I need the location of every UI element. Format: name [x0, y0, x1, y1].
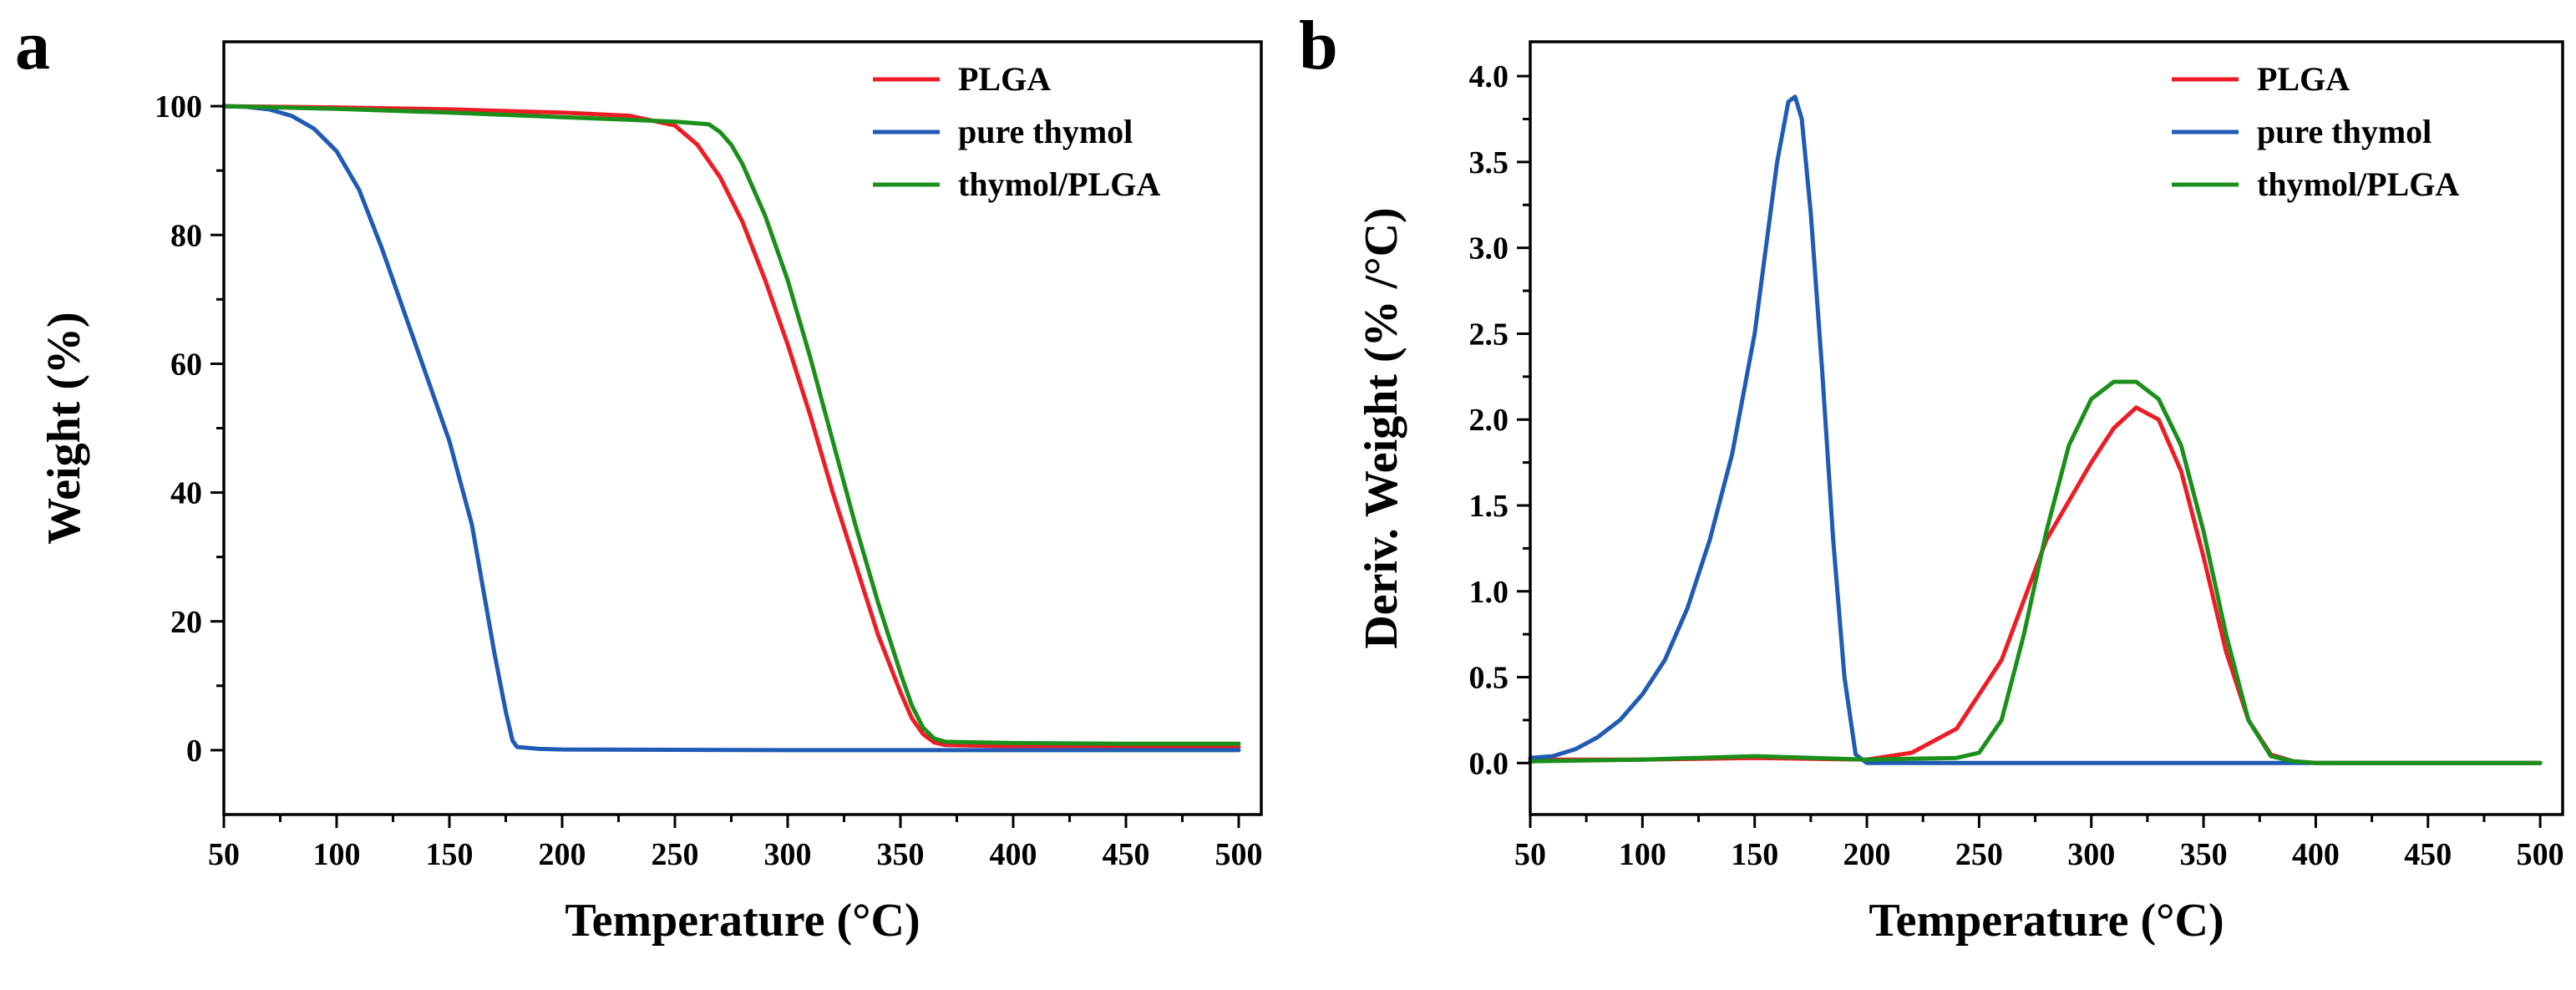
x-tick-label: 50 [208, 837, 240, 872]
series-line-a-0 [221, 104, 1241, 749]
panel-label: b [1299, 7, 1338, 84]
y-tick-label: 80 [170, 218, 202, 253]
y-tick-label: 3.0 [1469, 231, 1509, 267]
y-tick-label: 0 [186, 734, 202, 769]
legend-entry: PLGA [2257, 60, 2350, 98]
x-tick-label: 100 [313, 837, 361, 872]
x-tick-label: 300 [764, 837, 812, 872]
plot-frame [1529, 40, 2564, 816]
legend-entry: thymol/PLGA [2257, 165, 2459, 203]
y-tick-label: 20 [170, 605, 202, 640]
series-line-a-1 [221, 104, 1241, 753]
series-line-b-1 [1528, 94, 2543, 765]
x-tick-label: 250 [652, 837, 699, 872]
plot-frame [222, 40, 1263, 816]
x-tick-label: 200 [539, 837, 586, 872]
y-tick-label: 60 [170, 347, 202, 382]
x-tick-label: 450 [2404, 837, 2452, 872]
legend-entry: PLGA [958, 60, 1051, 98]
series-line-a-2 [221, 104, 1241, 746]
x-tick-label: 400 [2292, 837, 2340, 872]
y-tick-label: 3.5 [1469, 145, 1509, 180]
y-tick-label: 2.0 [1469, 403, 1509, 438]
y-tick-label: 2.5 [1469, 317, 1509, 352]
x-tick-label: 50 [1514, 837, 1546, 872]
x-tick-label: 500 [1215, 837, 1263, 872]
panel-label: a [15, 7, 50, 84]
x-tick-label: 150 [426, 837, 474, 872]
y-tick-label: 1.5 [1469, 489, 1509, 524]
y-axis-title: Deriv. Weight (% /°C) [1356, 207, 1407, 648]
y-tick-label: 4.0 [1469, 59, 1509, 94]
y-axis-title: Weight (%) [38, 312, 90, 544]
x-tick-label: 250 [1955, 837, 2003, 872]
legend: PLGA pure thymol thymol/PLGA [2172, 60, 2459, 203]
x-tick-label: 300 [2067, 837, 2115, 872]
chart-panel-b: 50 100 150 200 250 300 350 400 450 500 0.0 0.5 1.0 1.… [1299, 7, 2564, 947]
y-tick-label: 0.5 [1469, 661, 1509, 696]
y-tick-label: 1.0 [1469, 575, 1509, 610]
x-tick-label: 100 [1619, 837, 1666, 872]
x-axis-title: Temperature (°C) [1869, 895, 2224, 947]
legend-entry: pure thymol [958, 113, 1133, 150]
x-tick-label: 200 [1843, 837, 1891, 872]
chart-panel-a: 50 100 150 200 250 300 350 400 450 500 0 20 40 60 80 10… [15, 7, 1263, 947]
y-tick-label: 0.0 [1469, 746, 1509, 781]
legend-entry: thymol/PLGA [958, 165, 1160, 203]
y-tick-label: 100 [155, 89, 202, 124]
x-axis-title: Temperature (°C) [565, 895, 920, 947]
series-line-b-2 [1528, 379, 2543, 765]
y-tick-label: 40 [170, 476, 202, 511]
legend: PLGA pure thymol thymol/PLGA [873, 60, 1160, 203]
x-tick-label: 350 [2180, 837, 2228, 872]
x-tick-label: 350 [877, 837, 925, 872]
legend-entry: pure thymol [2257, 113, 2431, 150]
x-tick-label: 450 [1103, 837, 1150, 872]
x-tick-label: 500 [2517, 837, 2564, 872]
x-tick-label: 150 [1731, 837, 1778, 872]
x-tick-label: 400 [990, 837, 1037, 872]
